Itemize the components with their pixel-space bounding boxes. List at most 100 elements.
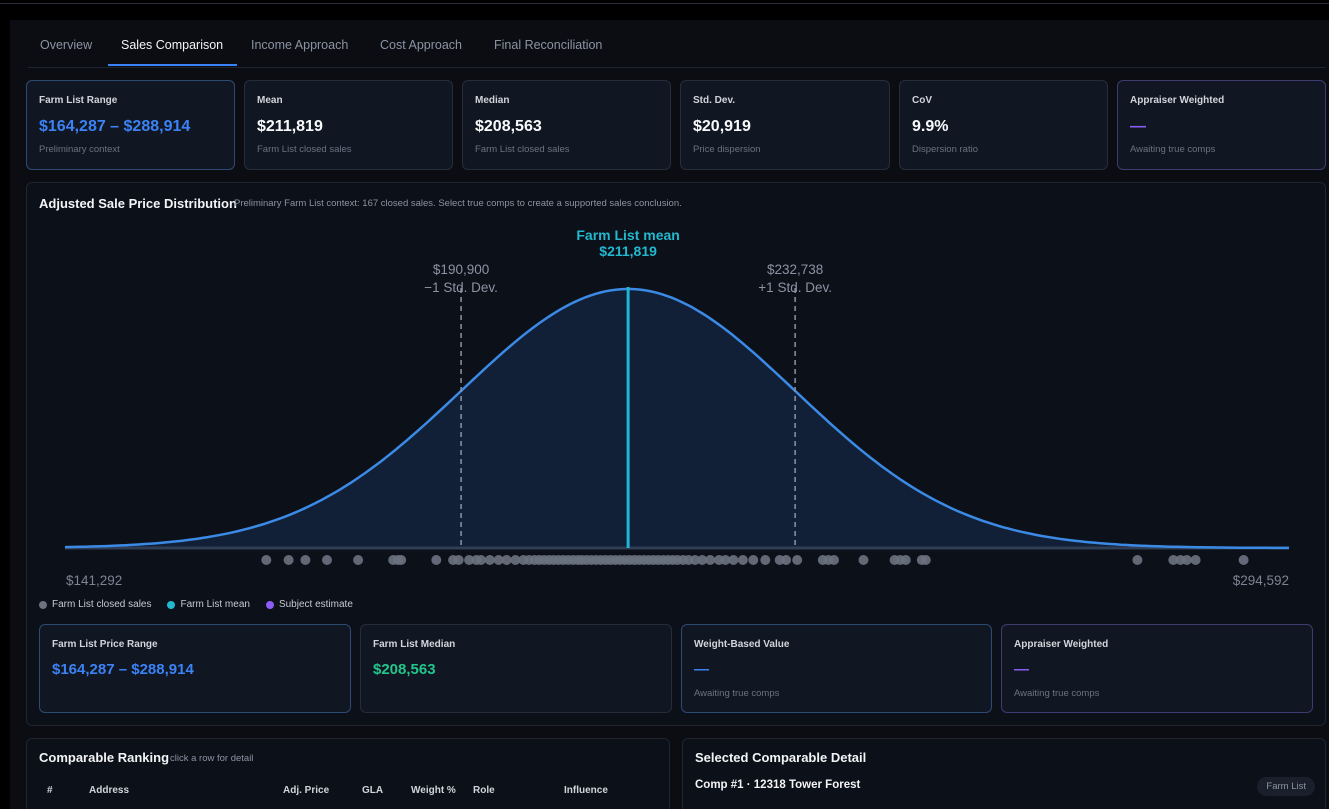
summary-card-appraiser-weighted: Appraiser Weighted — Awaiting true comps [1001, 624, 1313, 713]
stat-label: Appraiser Weighted [1130, 95, 1225, 106]
summary-sub: Awaiting true comps [694, 688, 780, 699]
legend-label: Farm List closed sales [52, 599, 152, 610]
sale-point [728, 555, 739, 565]
sale-point [920, 555, 931, 565]
legend-dot-icon [167, 600, 176, 609]
legend-label: Subject estimate [278, 599, 353, 610]
mean-value: $211,819 [599, 243, 657, 259]
sale-point [501, 555, 512, 565]
summary-sub: Awaiting true comps [1014, 688, 1100, 699]
stat-card-std-dev: Std. Dev. $20,919 Price dispersion [680, 80, 890, 170]
tab-sales-comparison[interactable]: Sales Comparison [108, 38, 238, 66]
plus-sd-value: $232,738 [767, 262, 823, 277]
distribution-chart: Farm List mean $211,819 $190,900 −1 Std.… [64, 227, 1289, 588]
legend-dot-icon [265, 600, 274, 609]
curve-line [64, 287, 1289, 550]
sales-dots [261, 555, 1249, 565]
sale-point [705, 555, 716, 565]
mean-label: Farm List mean [576, 227, 679, 243]
stat-card-appraiser-weighted: Appraiser Weighted — Awaiting true comps [1117, 80, 1326, 170]
ranking-title: Comparable Ranking [39, 750, 170, 765]
stat-sub: Awaiting true comps [1130, 144, 1216, 155]
sale-point [792, 555, 803, 565]
top-border [0, 3, 1329, 4]
curve-area [65, 289, 1289, 548]
col-header-adj-price[interactable]: Adj. Price [283, 785, 330, 796]
col-header-influence[interactable]: Influence [564, 785, 608, 796]
col-header-role[interactable]: Role [473, 785, 495, 796]
col-header-gla[interactable]: GLA [362, 785, 384, 796]
tab-cost-approach[interactable]: Cost Approach [380, 38, 462, 52]
sale-point [748, 555, 759, 565]
distribution-panel: Adjusted Sale Price Distribution Prelimi… [26, 182, 1326, 726]
sale-point [737, 555, 748, 565]
stat-sub: Farm List closed sales [475, 144, 570, 155]
comparable-detail-section: Selected Comparable Detail Comp #1 · 123… [682, 738, 1326, 809]
panel-subtitle: Preliminary Farm List context: 167 close… [234, 198, 682, 209]
stat-sub: Preliminary context [39, 144, 120, 155]
sale-point [829, 555, 839, 565]
tab-bar: Overview Sales Comparison Income Approac… [28, 28, 1326, 68]
legend-label: Farm List mean [180, 599, 250, 610]
summary-value: — [694, 661, 709, 678]
summary-card-weight-based: Weight-Based Value — Awaiting true comps [681, 624, 992, 713]
sale-point [484, 555, 495, 565]
stat-card-mean: Mean $211,819 Farm List closed sales [244, 80, 453, 170]
sale-point [690, 555, 700, 565]
legend-item-subject: Subject estimate [265, 599, 353, 610]
sale-point [697, 555, 708, 565]
comp-title: Comp #1 · 12318 Tower Forest [695, 779, 861, 791]
stat-value: — [1130, 118, 1146, 135]
col-header-rank[interactable]: # [47, 785, 53, 796]
stat-label: Median [475, 95, 510, 106]
summary-label: Farm List Price Range [52, 639, 158, 650]
tab-final-reconciliation[interactable]: Final Reconciliation [494, 38, 603, 52]
sale-point [1190, 555, 1201, 565]
sale-point [396, 555, 407, 565]
plus-sd-label: +1 Std. Dev. [758, 280, 832, 295]
sale-point [720, 555, 731, 565]
summary-value: $208,563 [373, 661, 436, 678]
tab-income-approach[interactable]: Income Approach [251, 38, 349, 52]
detail-title: Selected Comparable Detail [695, 750, 867, 765]
legend-item-sales: Farm List closed sales [39, 599, 151, 610]
sale-point [1181, 555, 1192, 565]
summary-label: Appraiser Weighted [1014, 639, 1109, 650]
sale-point [431, 555, 442, 565]
sale-point [464, 555, 475, 565]
sale-point [493, 555, 504, 565]
sale-point [453, 555, 464, 565]
sale-point [1168, 555, 1179, 565]
legend-dot-icon [39, 600, 47, 609]
sale-point [261, 555, 272, 565]
panel-title: Adjusted Sale Price Distribution [39, 196, 237, 211]
summary-value: — [1014, 661, 1029, 678]
summary-value: $164,287 – $288,914 [52, 661, 194, 678]
minus-sd-label: −1 Std. Dev. [424, 280, 498, 295]
summary-label: Weight-Based Value [694, 639, 790, 650]
summary-card-price-range: Farm List Price Range $164,287 – $288,91… [39, 624, 351, 713]
stat-label: CoV [912, 95, 932, 106]
minus-sd-value: $190,900 [433, 262, 489, 277]
legend-item-mean: Farm List mean [167, 599, 250, 610]
sale-point [510, 555, 521, 565]
sale-point [760, 555, 771, 565]
tab-overview[interactable]: Overview [40, 38, 93, 52]
axis-min-label: $141,292 [66, 573, 122, 588]
sale-point [858, 555, 869, 565]
stat-card-cov: CoV 9.9% Dispersion ratio [899, 80, 1108, 170]
sale-point [900, 555, 911, 565]
stat-value: $211,819 [257, 118, 323, 135]
source-chip: Farm List [1257, 777, 1315, 796]
summary-card-median: Farm List Median $208,563 [360, 624, 672, 713]
col-header-address[interactable]: Address [89, 785, 130, 796]
chart-legend: Farm List closed sales Farm List mean Su… [39, 599, 353, 610]
stat-value: $20,919 [693, 118, 751, 135]
stat-card-median: Median $208,563 Farm List closed sales [462, 80, 671, 170]
sale-point [781, 555, 792, 565]
stat-value: $208,563 [475, 118, 542, 135]
sale-point [353, 555, 364, 565]
sale-point [1132, 555, 1143, 565]
stat-sub: Dispersion ratio [912, 144, 978, 155]
col-header-weight[interactable]: Weight % [411, 785, 456, 796]
